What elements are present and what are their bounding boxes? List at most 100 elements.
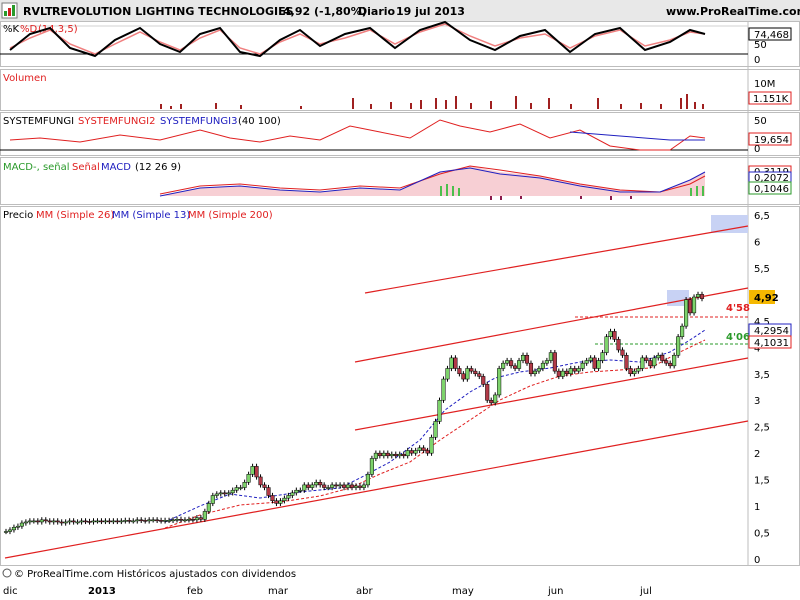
x-tick-label: jul: [639, 586, 652, 597]
candle-body: [314, 482, 319, 486]
x-tick-label: mar: [268, 586, 289, 597]
candle-body: [119, 520, 124, 523]
candle-body: [580, 362, 585, 369]
candle-body: [83, 520, 88, 523]
candle-body: [501, 362, 506, 369]
ma-13-label: MM (Simple 13): [112, 210, 190, 221]
candle-body: [131, 520, 136, 523]
candle-body: [596, 360, 601, 369]
stoch-label-k: %K: [3, 24, 20, 35]
volume-axis-10m: 10M: [754, 79, 775, 90]
candle-body: [258, 476, 263, 486]
candle-body: [107, 520, 112, 523]
candle-body: [668, 362, 673, 367]
candle-body: [676, 336, 681, 356]
candle-body: [592, 357, 597, 369]
candle-body: [178, 519, 184, 521]
ma-blue-value: 4,2954: [754, 326, 789, 337]
macd-fill: [160, 166, 705, 196]
candle-body: [461, 373, 466, 380]
candle-body: [242, 482, 247, 488]
candle-body: [620, 349, 625, 356]
x-tick-label: abr: [356, 586, 373, 597]
candle-body: [135, 519, 140, 522]
candle-body: [202, 511, 207, 520]
candle-body: [155, 519, 160, 522]
candle-body: [15, 525, 20, 528]
x-tick-label: dic: [3, 586, 18, 597]
candle-body: [302, 484, 307, 491]
candle-body: [47, 520, 52, 523]
candle-body: [616, 339, 621, 351]
candle-body: [377, 452, 382, 457]
candle-body: [353, 485, 359, 488]
candle-body: [369, 458, 374, 475]
ticker: RVLT: [23, 5, 53, 18]
candle-body: [127, 520, 132, 522]
candle-body: [206, 503, 211, 512]
candle-body: [695, 294, 701, 298]
fungi-params: (40 100): [238, 116, 281, 127]
candle-body: [417, 447, 422, 451]
candle-body: [588, 357, 593, 361]
candle-body: [250, 466, 255, 475]
candle-body: [7, 529, 13, 532]
price-tick-label: 2: [754, 449, 760, 460]
candle-body: [282, 497, 287, 502]
candle-body: [218, 492, 223, 495]
candle-body: [473, 370, 478, 375]
candle-body: [322, 484, 327, 488]
candle-body: [656, 354, 661, 359]
candle-body: [636, 368, 641, 372]
header-bar: [0, 0, 800, 22]
candle-body: [517, 360, 522, 369]
candle-body: [457, 368, 462, 375]
candle-body: [429, 437, 434, 454]
price-tick-label: 0,5: [754, 529, 770, 540]
candle-body: [43, 519, 48, 522]
candle-body: [509, 360, 514, 367]
fungi-label-2: SYSTEMFUNGI2: [78, 116, 155, 127]
candle-body: [548, 352, 553, 361]
candle-body: [194, 517, 199, 521]
candle-body: [67, 520, 72, 523]
candle-body: [238, 487, 243, 489]
candle-body: [684, 299, 689, 327]
candle-body: [652, 357, 657, 367]
candle-body: [520, 354, 526, 361]
candle-body: [632, 370, 637, 375]
candle-body: [680, 325, 685, 337]
site-link[interactable]: www.ProRealTime.com: [666, 5, 800, 18]
candle-body: [528, 362, 534, 375]
candle-body: [190, 519, 195, 521]
x-tick-label: feb: [187, 586, 203, 597]
candle-body: [230, 489, 235, 494]
candle-body: [143, 520, 148, 522]
candle-body: [628, 368, 633, 375]
candle-body: [3, 531, 9, 533]
fungi-blue-line: [569, 131, 705, 141]
volume-value: 1.151K: [753, 94, 789, 105]
candle-body: [449, 357, 454, 369]
candle-body: [310, 484, 315, 488]
candle-body: [286, 495, 291, 499]
candle-body: [568, 368, 573, 375]
stoch-d-line: [9, 23, 706, 55]
candle-body: [182, 519, 188, 522]
candle-body: [413, 450, 418, 454]
stoch-params: (14,3,5): [38, 24, 78, 35]
macd-hist-positive: [440, 184, 704, 196]
ma-13-line: [164, 329, 706, 523]
candle-body: [612, 331, 617, 340]
candle-body: [691, 296, 697, 314]
fungi-red-line: [9, 119, 706, 151]
ma-26-label: MM (Simple 26): [36, 210, 114, 221]
ma-red-tag: [748, 335, 792, 349]
candle-body: [469, 368, 474, 372]
candle-body: [481, 376, 486, 385]
candle-body: [59, 521, 64, 524]
price-tick-label: 6,5: [754, 211, 770, 222]
candle-body: [640, 357, 645, 369]
volume-label: Volumen: [3, 73, 47, 84]
